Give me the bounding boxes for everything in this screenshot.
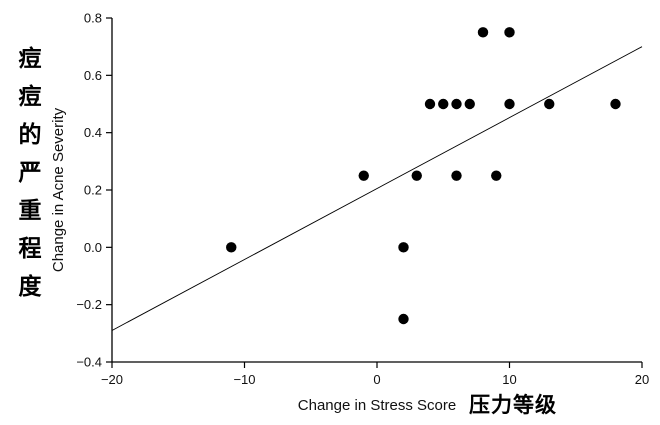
- x-tick-label: 20: [635, 372, 649, 387]
- y-tick-label: 0.2: [84, 183, 102, 198]
- y-tick-label: 0.0: [84, 240, 102, 255]
- x-axis-chinese-label: 压力等级: [469, 393, 557, 417]
- data-points: [226, 27, 621, 325]
- data-point: [477, 27, 489, 38]
- data-point: [398, 313, 409, 325]
- y-tick-label: 0.4: [84, 125, 102, 140]
- data-point: [491, 170, 502, 181]
- x-tick-label: 0: [373, 372, 380, 387]
- data-point: [398, 242, 409, 253]
- data-point: [451, 98, 462, 110]
- y-tick-label: 0.6: [84, 68, 102, 83]
- data-point: [504, 27, 515, 38]
- data-point: [226, 242, 237, 253]
- x-tick-label: 10: [502, 372, 516, 387]
- data-point: [358, 170, 369, 181]
- data-point: [610, 98, 621, 110]
- trendline-group: [111, 46, 643, 331]
- data-point: [451, 170, 462, 181]
- y-axis-title: Change in Acne Severity: [50, 107, 67, 272]
- data-point: [464, 98, 475, 110]
- x-axis-title: Change in Stress Score: [298, 397, 456, 414]
- data-point: [544, 98, 555, 110]
- trendline: [111, 46, 643, 331]
- y-tick-label: −0.4: [76, 355, 102, 370]
- x-tick-label: −20: [101, 372, 123, 387]
- y-tick-label: 0.8: [84, 11, 102, 26]
- y-tick-label: −0.2: [76, 297, 102, 312]
- data-point: [504, 98, 515, 110]
- data-point: [438, 98, 449, 110]
- data-point: [424, 98, 436, 110]
- y-axis-chinese-label: 痘痘的严重程度: [18, 46, 42, 300]
- data-point: [411, 170, 422, 181]
- x-tick-label: −10: [233, 372, 255, 387]
- axes: −0.4 −0.2 0.0 0.2 0.4 0.6 0.8 −20 −10 0 10 20: [76, 11, 649, 388]
